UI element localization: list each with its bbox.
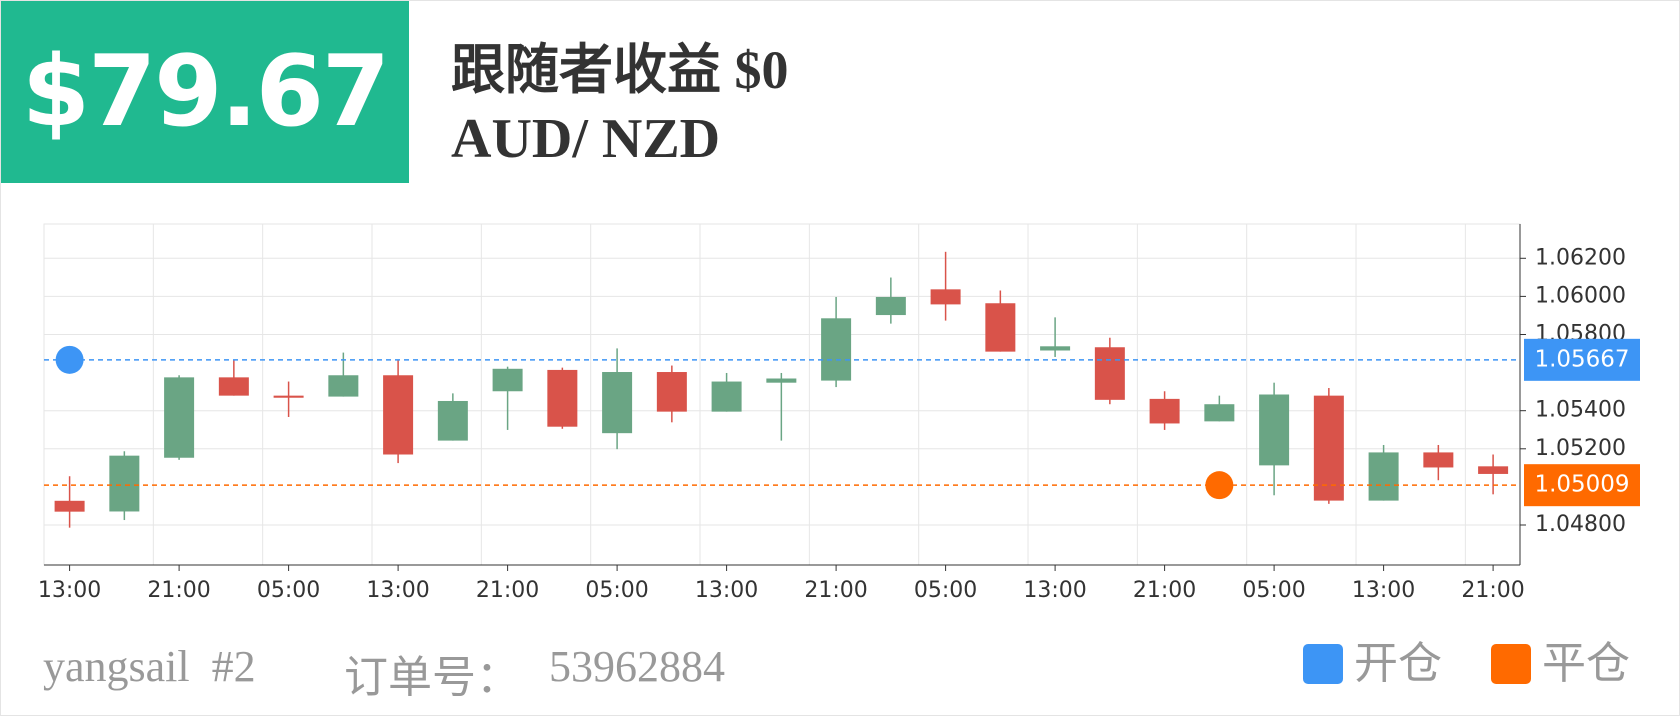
y-tick-label: 1.04800 (1535, 512, 1626, 537)
x-tick-label: 21:00 (1133, 578, 1196, 603)
symbol: AUD/ NZD (451, 108, 721, 170)
x-tick-label: 05:00 (257, 578, 320, 603)
x-tick-label: 13:00 (695, 578, 758, 603)
candle-body (602, 372, 633, 434)
order-id: 53962884 (549, 642, 725, 691)
candle-body (875, 296, 906, 316)
account: yangsail #2 (43, 642, 256, 691)
legend-swatch (1491, 644, 1531, 684)
candle-body (821, 318, 852, 381)
candle-body (547, 369, 578, 427)
y-tick-label: 1.05200 (1535, 436, 1626, 461)
candle-body (1040, 346, 1071, 351)
candle-body (656, 372, 687, 412)
candle-body (766, 378, 797, 383)
candle-body (383, 375, 414, 455)
candle-body (1204, 404, 1235, 422)
candle-body (328, 375, 359, 397)
candle-body (164, 377, 195, 458)
candle-body (930, 289, 961, 305)
follower-profit: 跟随者收益 $0 (451, 40, 789, 100)
x-tick-label: 13:00 (38, 578, 101, 603)
x-tick-label: 21:00 (804, 578, 867, 603)
trade-marker (55, 345, 84, 374)
candle-body (711, 381, 742, 412)
x-tick-label: 21:00 (147, 578, 210, 603)
trade-marker (1205, 471, 1234, 500)
candle-body (1149, 398, 1180, 424)
price-badge (1524, 464, 1640, 507)
candle-body (109, 455, 140, 512)
x-tick-label: 13:00 (1352, 578, 1415, 603)
x-tick-label: 13:00 (1023, 578, 1086, 603)
candle-body (437, 400, 468, 441)
candle-body (1313, 395, 1344, 501)
profit: $79.67 (1, 1, 409, 183)
y-tick-label: 1.06000 (1535, 283, 1626, 308)
candle-body (1259, 394, 1290, 466)
price-badge (1524, 338, 1640, 381)
legend-label: 开仓 (1354, 638, 1442, 689)
order-label: 订单号： (344, 653, 520, 702)
x-tick-label: 21:00 (476, 578, 539, 603)
candle-body (492, 368, 523, 392)
candle-body (1094, 347, 1125, 400)
candle-body (985, 303, 1016, 352)
legend-label: 平仓 (1542, 638, 1630, 689)
legend-swatch (1303, 644, 1343, 684)
x-tick-label: 05:00 (1242, 578, 1305, 603)
x-tick-label: 05:00 (914, 578, 977, 603)
y-tick-label: 1.06200 (1535, 245, 1626, 270)
price-badge-label: 1.05009 (1534, 472, 1629, 498)
candle-body (218, 377, 249, 396)
candle-body (1368, 452, 1399, 501)
candle-body (273, 395, 304, 398)
candle-body (1478, 466, 1509, 474)
price-badge-label: 1.05667 (1534, 346, 1629, 372)
x-tick-label: 21:00 (1461, 578, 1524, 603)
candle-body (1423, 452, 1454, 468)
x-tick-label: 13:00 (366, 578, 429, 603)
candle-body (54, 500, 85, 512)
y-tick-label: 1.05400 (1535, 398, 1626, 423)
x-tick-label: 05:00 (585, 578, 648, 603)
